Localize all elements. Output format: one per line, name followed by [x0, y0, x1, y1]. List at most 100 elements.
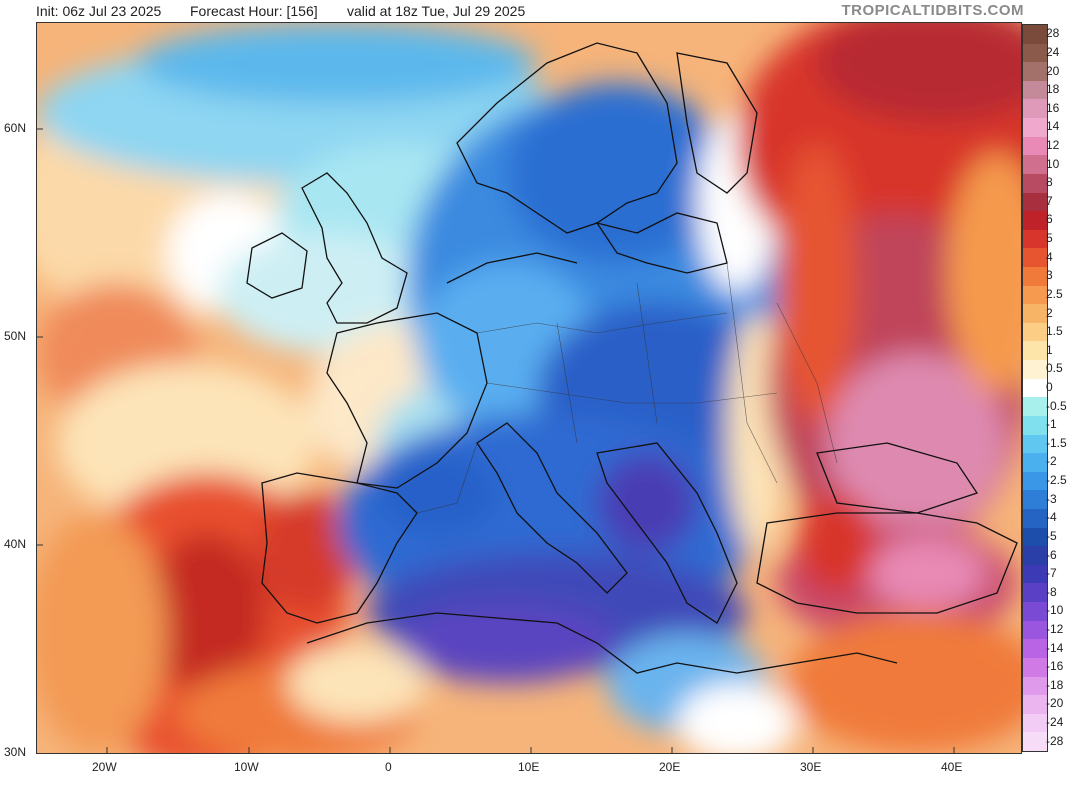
- brand-watermark: TROPICALTIDBITS.COM: [841, 2, 1024, 19]
- legend-swatch: [1023, 80, 1047, 100]
- lon-label-40e: 40E: [941, 760, 963, 774]
- legend-label: -4: [1046, 510, 1057, 525]
- legend-swatch: [1023, 713, 1047, 733]
- axis-ticks: [37, 128, 955, 753]
- init-time: Init: 06z Jul 23 2025: [36, 3, 162, 19]
- anomaly-map: [36, 22, 1022, 754]
- legend-label: 10: [1046, 156, 1060, 171]
- legend-label: -3: [1046, 491, 1057, 506]
- legend-label: 28: [1046, 26, 1060, 41]
- legend-swatch: [1023, 192, 1047, 212]
- legend-swatch: [1023, 620, 1047, 640]
- color-legend: [1022, 24, 1048, 752]
- legend-swatch: [1023, 509, 1047, 529]
- legend-label: -6: [1046, 547, 1057, 562]
- legend-swatch: [1023, 676, 1047, 696]
- legend-label: 7: [1046, 193, 1053, 208]
- legend-label: -0.5: [1046, 398, 1067, 413]
- legend-label: -7: [1046, 566, 1057, 581]
- valid-time: valid at 18z Tue, Jul 29 2025: [347, 3, 526, 19]
- legend-swatch: [1023, 43, 1047, 63]
- legend-swatch: [1023, 118, 1047, 138]
- legend-swatch: [1023, 155, 1047, 175]
- legend-swatch: [1023, 25, 1047, 45]
- legend-label: -10: [1046, 603, 1064, 618]
- legend-label: 8: [1046, 175, 1053, 190]
- legend-swatch: [1023, 695, 1047, 715]
- legend-label: 16: [1046, 100, 1060, 115]
- legend-swatch: [1023, 397, 1047, 417]
- legend-label: -1.5: [1046, 435, 1067, 450]
- legend-swatch: [1023, 583, 1047, 603]
- legend-label: 24: [1046, 44, 1060, 59]
- legend-swatch: [1023, 564, 1047, 584]
- legend-swatch: [1023, 267, 1047, 287]
- legend-label: -2: [1046, 454, 1057, 469]
- legend-swatch: [1023, 173, 1047, 194]
- legend-swatch: [1023, 322, 1047, 342]
- legend-label: -8: [1046, 584, 1057, 599]
- legend-label: 4: [1046, 249, 1053, 264]
- legend-swatch: [1023, 304, 1047, 324]
- legend-swatch: [1023, 453, 1047, 473]
- legend-swatch: [1023, 490, 1047, 510]
- lat-label-30n: 30N: [4, 745, 27, 759]
- lon-label-10w: 10W: [234, 760, 259, 774]
- map-header: Init: 06z Jul 23 2025 Forecast Hour: [15…: [0, 0, 1080, 22]
- legend-swatch: [1023, 136, 1047, 156]
- legend-swatch: [1023, 211, 1047, 231]
- legend-swatch: [1023, 378, 1047, 398]
- legend-label: 2: [1046, 305, 1053, 320]
- legend-label: -24: [1046, 715, 1064, 730]
- legend-swatch: [1023, 657, 1047, 678]
- lon-label-0: 0: [385, 760, 392, 774]
- anomaly-field: [37, 23, 1021, 753]
- country-borders: [416, 262, 838, 514]
- legend-label: -14: [1046, 640, 1064, 655]
- legend-label: -20: [1046, 696, 1064, 711]
- legend-label: 0.5: [1046, 361, 1063, 376]
- legend-swatch: [1023, 732, 1047, 752]
- legend-label: -2.5: [1046, 473, 1067, 488]
- legend-swatch: [1023, 248, 1047, 268]
- legend-label: 5: [1046, 231, 1053, 246]
- legend-swatch: [1023, 62, 1047, 82]
- legend-label: 6: [1046, 212, 1053, 227]
- lon-label-20e: 20E: [659, 760, 681, 774]
- legend-label: -12: [1046, 622, 1064, 636]
- lat-label-60n: 60N: [4, 121, 27, 135]
- legend-swatch: [1023, 285, 1047, 305]
- legend-swatch: [1023, 415, 1047, 436]
- legend-swatch: [1023, 639, 1047, 659]
- map-canvas: [37, 23, 1021, 753]
- forecast-hour: Forecast Hour: [156]: [190, 3, 318, 19]
- legend-label: 12: [1046, 138, 1060, 152]
- legend-swatch: [1023, 434, 1047, 454]
- legend-label: -5: [1046, 528, 1057, 543]
- lat-label-50n: 50N: [4, 329, 27, 343]
- legend-label: 2.5: [1046, 286, 1063, 301]
- legend-swatch: [1023, 471, 1047, 491]
- legend-swatch: [1023, 602, 1047, 622]
- legend-swatch: [1023, 527, 1047, 547]
- legend-label: 14: [1046, 119, 1060, 134]
- legend-label: 3: [1046, 268, 1053, 283]
- lon-label-20w: 20W: [92, 760, 117, 774]
- legend-swatch: [1023, 341, 1047, 361]
- lon-label-10e: 10E: [518, 760, 540, 774]
- lat-label-40n: 40N: [4, 537, 27, 551]
- legend-swatch: [1023, 229, 1047, 249]
- legend-label: 1.5: [1046, 324, 1063, 339]
- legend-label: -1: [1046, 417, 1057, 432]
- legend-label: 20: [1046, 63, 1060, 78]
- legend-swatch: [1023, 99, 1047, 119]
- legend-label: -18: [1046, 677, 1064, 692]
- legend-label: -16: [1046, 659, 1064, 674]
- legend-label: 1: [1046, 342, 1053, 357]
- legend-swatch: [1023, 360, 1047, 380]
- lon-label-30e: 30E: [800, 760, 822, 774]
- legend-swatch: [1023, 546, 1047, 566]
- legend-label: 18: [1046, 82, 1060, 97]
- legend-label: 0: [1046, 380, 1053, 394]
- coastlines: [246, 42, 1018, 674]
